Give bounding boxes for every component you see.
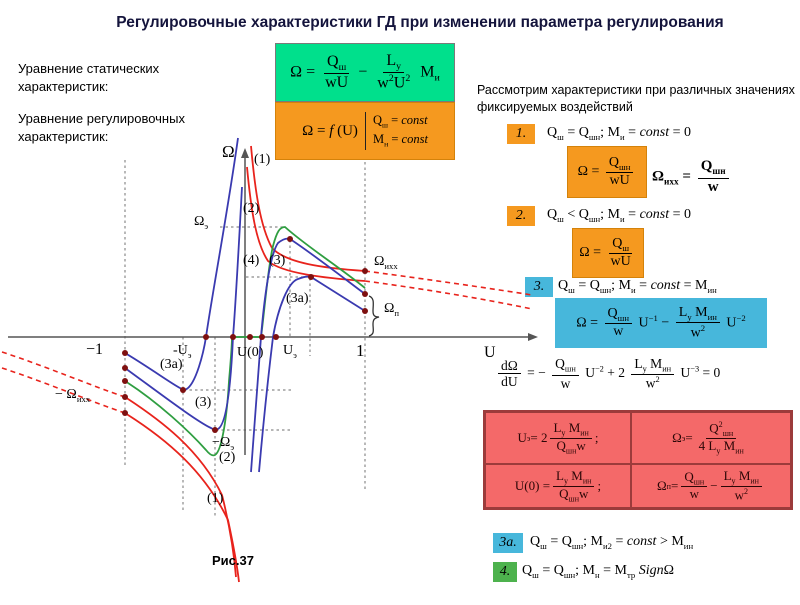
x-axis-label: U	[484, 344, 496, 361]
item-3-condition: Qш = Qшн; Mи = const = Mин	[558, 278, 717, 295]
curve-1-label-bottom: (1)	[207, 491, 224, 506]
reg-equation: Ω = f (U)	[302, 122, 358, 139]
curve-3a-label-bottom: (3а)	[160, 357, 183, 372]
curve-3-label-top: (3)	[269, 253, 286, 268]
curve-2-right	[246, 166, 366, 282]
axes	[8, 152, 528, 455]
item-3-badge: 3.	[525, 277, 553, 297]
reg-condition-1: Qш = const	[372, 112, 428, 130]
reg-condition-2: Mн = const	[372, 132, 428, 149]
item-3a-badge: 3а.	[493, 533, 523, 553]
curve-3a-label-top: (3а)	[286, 291, 309, 306]
tick-minus-ue: -Uэ	[173, 343, 192, 360]
static-eq-label: Уравнение статических характеристик:	[18, 61, 160, 94]
curve-4-label: (4)	[243, 253, 260, 268]
item-3-formula: Ω = Qшн w U−1 − Lу Mин w2 U−2	[576, 304, 746, 341]
item-4-condition: Qш = Qшн; Mн = Mтр SignΩ	[522, 563, 675, 580]
item-3a-condition: Qш = Qшн; Mи2 = const > Mин	[530, 534, 694, 551]
item-1-formula-box: Ω = Qшн wU	[567, 146, 647, 198]
y-axis-arrow	[241, 148, 249, 158]
curve-3-right	[250, 237, 366, 473]
reg-conditions: Qш = const Mн = const	[364, 111, 428, 151]
static-equation-box: Ω = Qш wU − Lу w2U2 Mи	[275, 43, 455, 102]
tick-u0: U(0)	[237, 345, 264, 360]
item-2-badge: 2.	[507, 206, 535, 226]
figure-caption: Рис.37	[212, 553, 254, 568]
red-dashed-extensions	[1, 270, 533, 414]
curve-3a-right	[258, 275, 366, 473]
omega-e-label: Ωэ	[194, 214, 209, 231]
page-title: Регулировочные характеристики ГД при изм…	[116, 14, 724, 31]
curve-4-left	[124, 336, 233, 457]
curve-1-label-top: (1)	[254, 152, 271, 167]
item-1-condition: Qш = Qшн; Mи = const = 0	[547, 125, 692, 142]
marker-dots	[122, 236, 368, 433]
result-u0: U(0) = Lу Mин Qшнw;	[485, 464, 631, 508]
reg-eq-label: Уравнение регулировочных характеристик:	[18, 111, 185, 144]
curve-3a-left	[124, 137, 239, 391]
item-2-formula: Ω = Qш wU	[579, 236, 633, 269]
curve-2-label-top: (2)	[243, 201, 260, 216]
curve-3-left	[124, 186, 243, 431]
curve-2-left	[124, 396, 237, 578]
red-curves	[1, 145, 533, 583]
derivative-equation: dΩ dU = − Qшн w U−2 + 2 Lу Mин w2 U−3 = 0	[495, 356, 720, 391]
tick-minus-one: −1	[86, 341, 104, 358]
item-3-formula-box: Ω = Qшн w U−1 − Lу Mин w2 U−2	[555, 298, 767, 348]
reg-equation-box: Ω = f (U) Qш = const Mн = const	[275, 102, 455, 160]
omega-p-label: Ωп	[384, 301, 400, 318]
neg-omega-e-label: −Ωэ	[212, 435, 235, 452]
item-2-condition: Qш < Qшн; Mи = const = 0	[547, 207, 692, 224]
x-axis-arrow	[528, 333, 538, 341]
item-1-formula: Ω = Qшн wU	[578, 155, 637, 189]
curve-1-left	[124, 412, 240, 583]
item-1-badge: 1.	[507, 124, 535, 144]
static-equation: Ω = Qш wU − Lу w2U2 Mи	[290, 51, 440, 92]
y-axis-label: Ω	[222, 142, 235, 161]
omega-ihh-label: Ωихх	[374, 254, 398, 271]
omega-p-brace	[368, 295, 380, 337]
item-2-formula-box: Ω = Qш wU	[572, 228, 644, 278]
intro-text: Рассмотрим характеристики при различных …	[477, 83, 795, 114]
curve-2-label-bottom: (2)	[219, 450, 236, 465]
blue-curves	[124, 137, 366, 473]
item-1-idle-speed-formula: Ωихх = Qшн w	[652, 158, 732, 196]
neg-omega-ihh-label: − Ωихх	[55, 387, 91, 404]
figure-regulation-characteristics: Ω U (1) (2) (4) (3) (3а) Ωэ Ωихх Ωп − Ωи…	[0, 135, 545, 600]
tick-one: 1	[356, 341, 365, 360]
item-4-badge: 4.	[493, 562, 517, 582]
tick-ue: Uэ	[283, 343, 297, 360]
figure-plot	[1, 137, 538, 583]
curve-3-label-bottom: (3)	[195, 395, 212, 410]
